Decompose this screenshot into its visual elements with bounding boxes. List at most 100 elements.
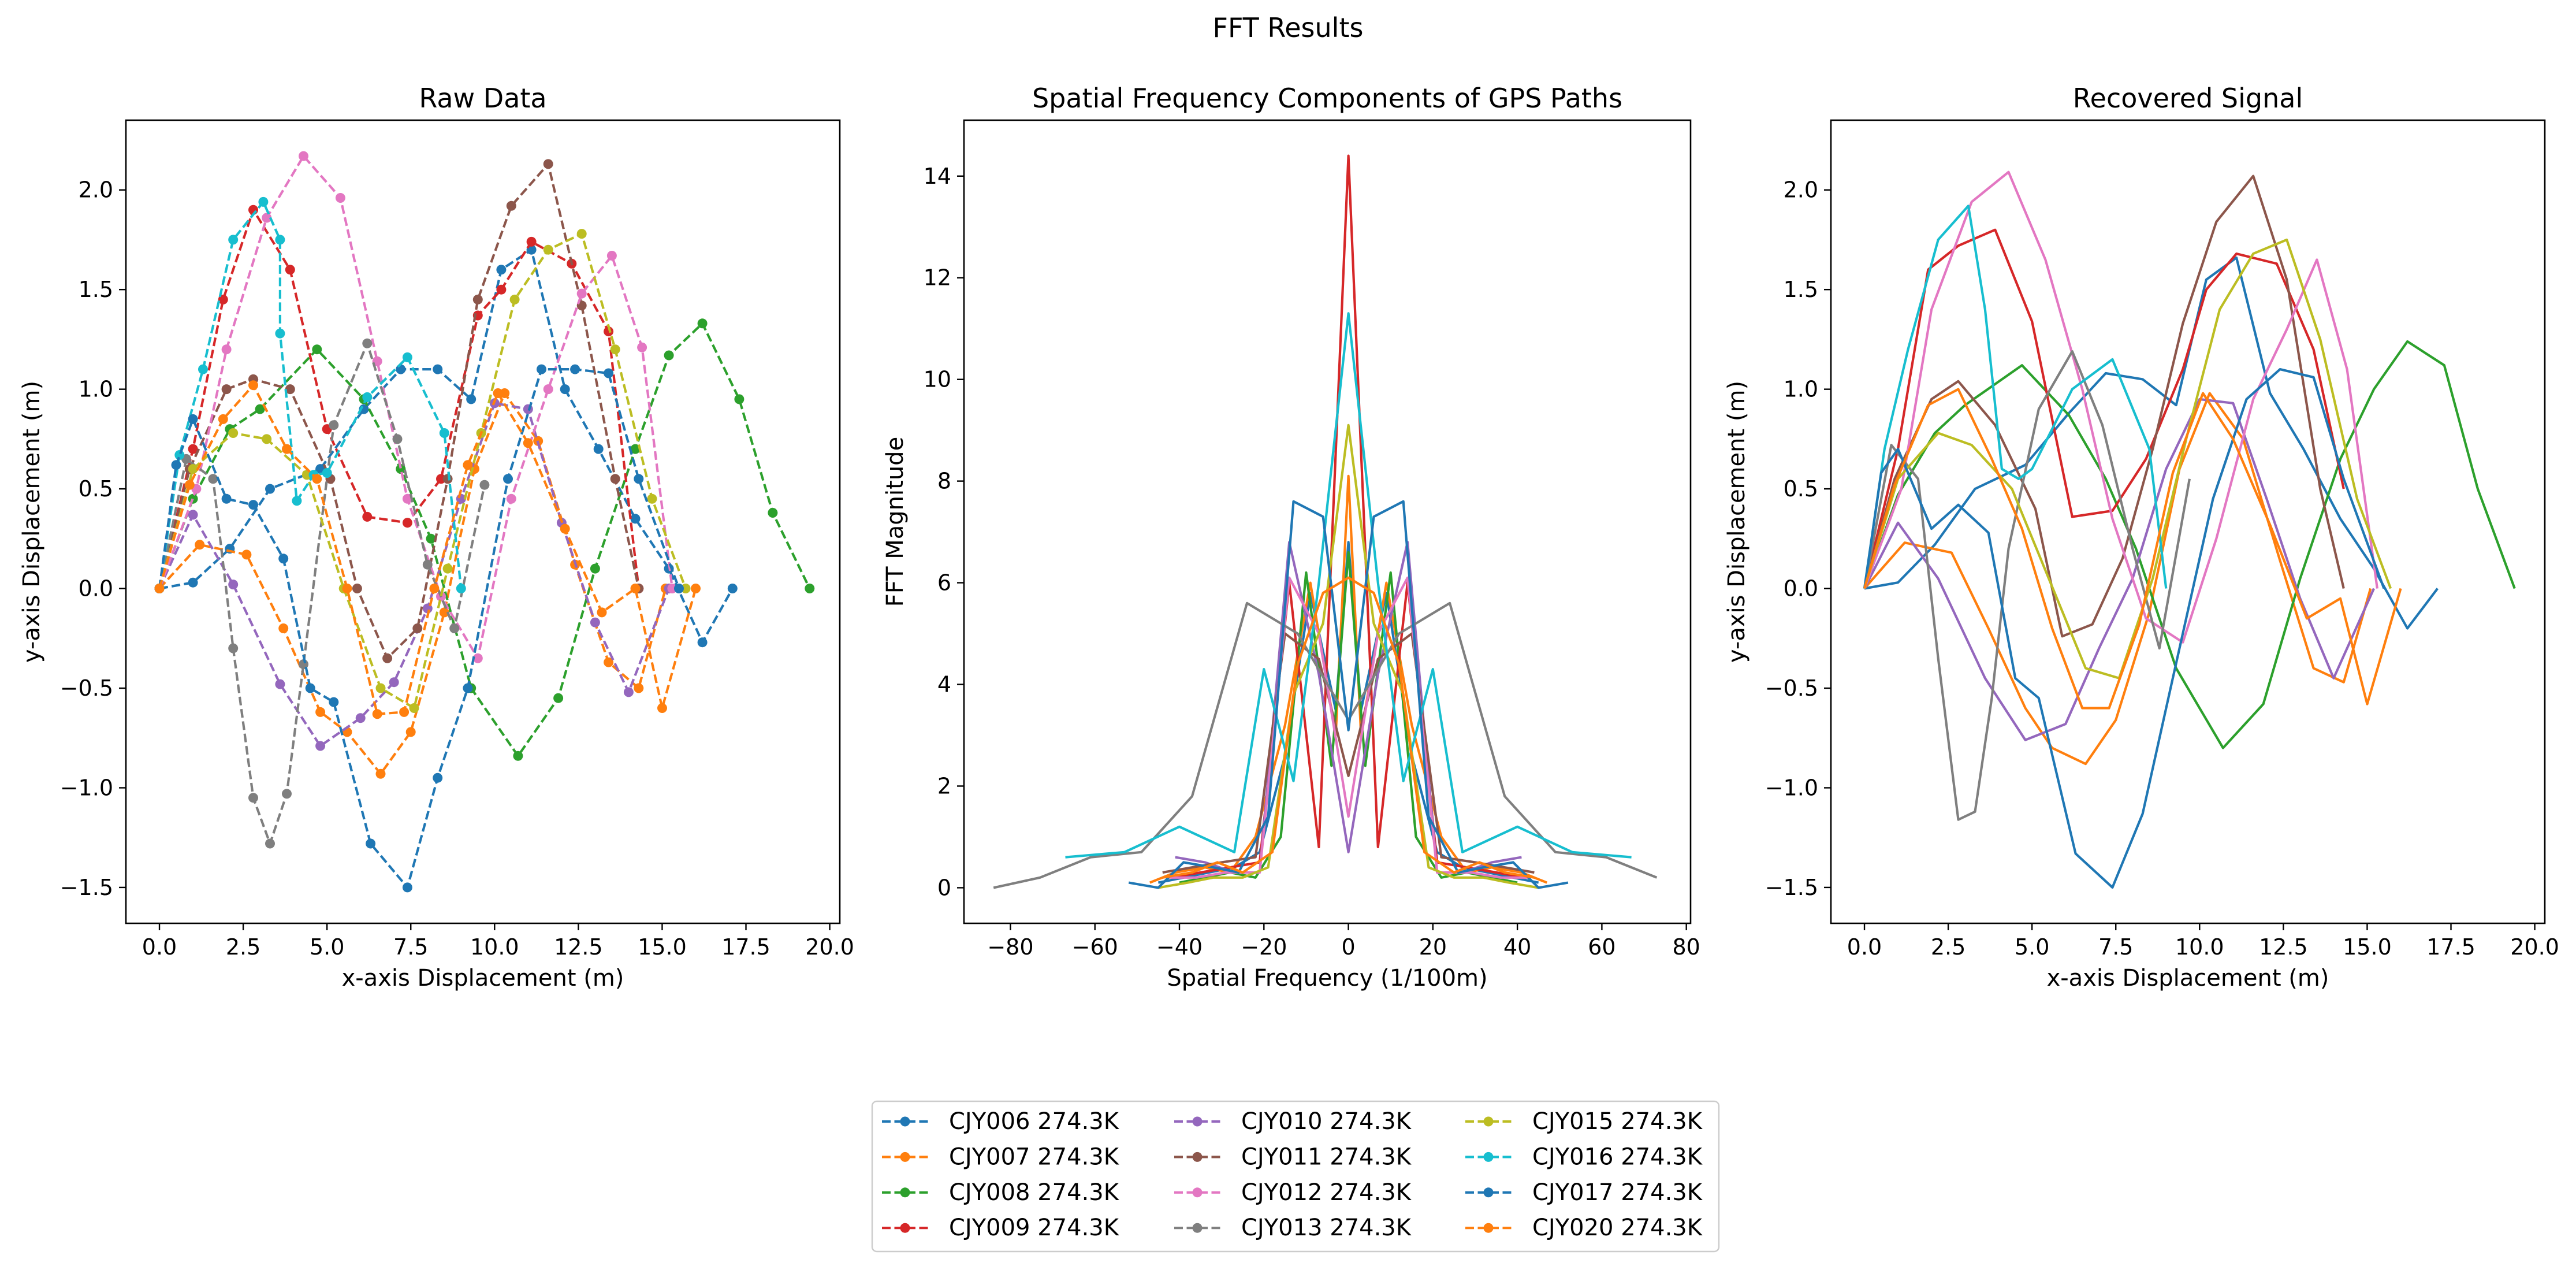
legend-entry-cjy017-274-3k: CJY017 274.3K [1465, 1179, 1703, 1206]
data-point-cjy020-274-3k [691, 584, 701, 593]
y-tick-label: −1.5 [60, 875, 113, 900]
data-point-cjy015-274-3k [375, 683, 386, 693]
data-point-cjy009-274-3k [188, 444, 198, 454]
data-point-cjy012-274-3k [606, 251, 617, 261]
data-point-cjy013-274-3k [479, 480, 490, 490]
data-point-cjy016-274-3k [292, 496, 302, 506]
data-point-cjy008-274-3k [188, 493, 198, 504]
data-point-cjy015-274-3k [509, 294, 520, 304]
series-line-cjy012-274-3k [1167, 576, 1531, 879]
data-point-cjy020-274-3k [630, 584, 641, 593]
data-point-cjy006-274-3k [593, 444, 604, 454]
data-point-cjy013-274-3k [422, 559, 433, 570]
subplot-2: −80 −60 −40 −20 0 20 40 60 80 0 2 4 6 8 10 12 14 Spatial … [882, 83, 1700, 992]
legend-dot-marker [900, 1223, 910, 1233]
y-axis-label: FFT Magnitude [882, 437, 909, 607]
data-point-cjy015-274-3k [442, 563, 453, 574]
x-tick-label: 2.5 [1931, 934, 1965, 960]
data-point-cjy007-274-3k [241, 549, 252, 560]
x-tick-label: 15.0 [2343, 934, 2392, 960]
legend-dot-marker [1192, 1187, 1203, 1198]
data-point-cjy016-274-3k [362, 392, 373, 402]
legend-entry-cjy006-274-3k: CJY006 274.3K [882, 1108, 1120, 1135]
data-point-cjy009-274-3k [526, 236, 537, 247]
data-point-cjy008-274-3k [553, 693, 564, 703]
x-tick-label: 17.5 [721, 934, 770, 960]
data-point-cjy007-274-3k [439, 607, 449, 618]
series-line-cjy011-274-3k [1162, 632, 1535, 874]
x-tick-label: 5.0 [310, 934, 344, 960]
data-point-cjy011-274-3k [285, 384, 295, 395]
y-tick-label: −0.5 [1765, 675, 1818, 701]
data-point-cjy007-274-3k [405, 727, 416, 737]
data-point-cjy016-274-3k [322, 468, 332, 478]
data-point-cjy011-274-3k [221, 384, 232, 395]
data-point-cjy007-274-3k [634, 683, 644, 693]
data-point-cjy012-274-3k [335, 193, 345, 203]
x-axis-label: x-axis Displacement (m) [342, 965, 624, 992]
legend-label: CJY007 274.3K [949, 1143, 1120, 1170]
data-point-cjy011-274-3k [352, 584, 362, 593]
data-point-cjy013-274-3k [392, 434, 403, 444]
y-tick-label: −1.0 [1765, 775, 1818, 800]
data-point-cjy010-274-3k [355, 713, 366, 723]
data-point-cjy012-274-3k [262, 213, 272, 223]
data-point-cjy015-274-3k [610, 344, 620, 355]
series-line-cjy017-274-3k [1863, 367, 2385, 889]
data-point-cjy020-274-3k [372, 709, 382, 719]
data-point-cjy015-274-3k [409, 703, 419, 713]
legend-entry-cjy009-274-3k: CJY009 274.3K [882, 1215, 1120, 1241]
data-point-cjy007-274-3k [315, 707, 326, 717]
plot-area [993, 154, 1658, 889]
legend-label: CJY013 274.3K [1241, 1215, 1412, 1241]
y-tick-label: 0.5 [79, 476, 113, 502]
data-point-cjy010-274-3k [590, 617, 600, 627]
data-point-cjy020-274-3k [493, 388, 503, 398]
y-tick-label: 2.0 [1784, 177, 1818, 203]
y-tick-label: 10 [924, 367, 951, 392]
legend-dot-marker [900, 1152, 910, 1162]
data-point-cjy008-274-3k [630, 444, 641, 454]
legend-label: CJY012 274.3K [1241, 1179, 1412, 1206]
series-line-cjy017-274-3k [158, 367, 680, 889]
y-tick-label: 6 [937, 570, 951, 596]
data-point-cjy017-274-3k [248, 500, 258, 510]
y-tick-label: 8 [937, 469, 951, 494]
data-point-cjy017-274-3k [570, 364, 580, 374]
data-point-cjy011-274-3k [472, 294, 483, 304]
x-tick-label: 7.5 [2098, 934, 2133, 960]
data-point-cjy016-274-3k [258, 196, 269, 207]
y-axis-label: y-axis Displacement (m) [18, 381, 45, 663]
legend-dot-marker [1192, 1152, 1203, 1162]
data-point-cjy008-274-3k [768, 508, 778, 518]
series-line-cjy011-274-3k [1863, 174, 2345, 638]
y-tick-label: 0.0 [79, 576, 113, 601]
data-point-cjy020-274-3k [248, 380, 258, 391]
subplot-3: 0.0 2.5 5.0 7.5 10.0 12.5 15.0 17.5 20.0 −1.5 −1.0… [1723, 83, 2559, 992]
data-point-cjy017-274-3k [402, 882, 412, 893]
data-point-cjy016-274-3k [228, 235, 239, 245]
data-point-cjy008-274-3k [312, 344, 322, 355]
data-point-cjy012-274-3k [543, 384, 553, 395]
y-tick-label: 2.0 [79, 177, 113, 203]
data-point-cjy010-274-3k [315, 741, 326, 751]
data-point-cjy015-274-3k [228, 428, 239, 438]
y-axis-label: y-axis Displacement (m) [1723, 381, 1750, 663]
x-tick-label: 15.0 [638, 934, 687, 960]
data-point-cjy013-274-3k [208, 474, 218, 484]
data-point-cjy017-274-3k [634, 474, 644, 484]
x-tick-label: 20.0 [2510, 934, 2559, 960]
data-point-cjy016-274-3k [198, 364, 208, 374]
legend-dot-marker [1483, 1223, 1494, 1233]
data-point-cjy017-274-3k [171, 460, 181, 470]
x-axis-label: Spatial Frequency (1/100m) [1167, 965, 1487, 992]
data-point-cjy017-274-3k [329, 697, 339, 707]
x-tick-label: 5.0 [2015, 934, 2049, 960]
series-line-cjy007-274-3k [1149, 474, 1548, 884]
legend-dot-marker [1483, 1152, 1494, 1162]
series-line-cjy013-274-3k [158, 342, 486, 845]
x-tick-label: 0.0 [1847, 934, 1882, 960]
x-tick-label: 10.0 [470, 934, 519, 960]
data-point-cjy006-274-3k [560, 384, 570, 395]
figure-suptitle: FFT Results [1213, 12, 1364, 43]
